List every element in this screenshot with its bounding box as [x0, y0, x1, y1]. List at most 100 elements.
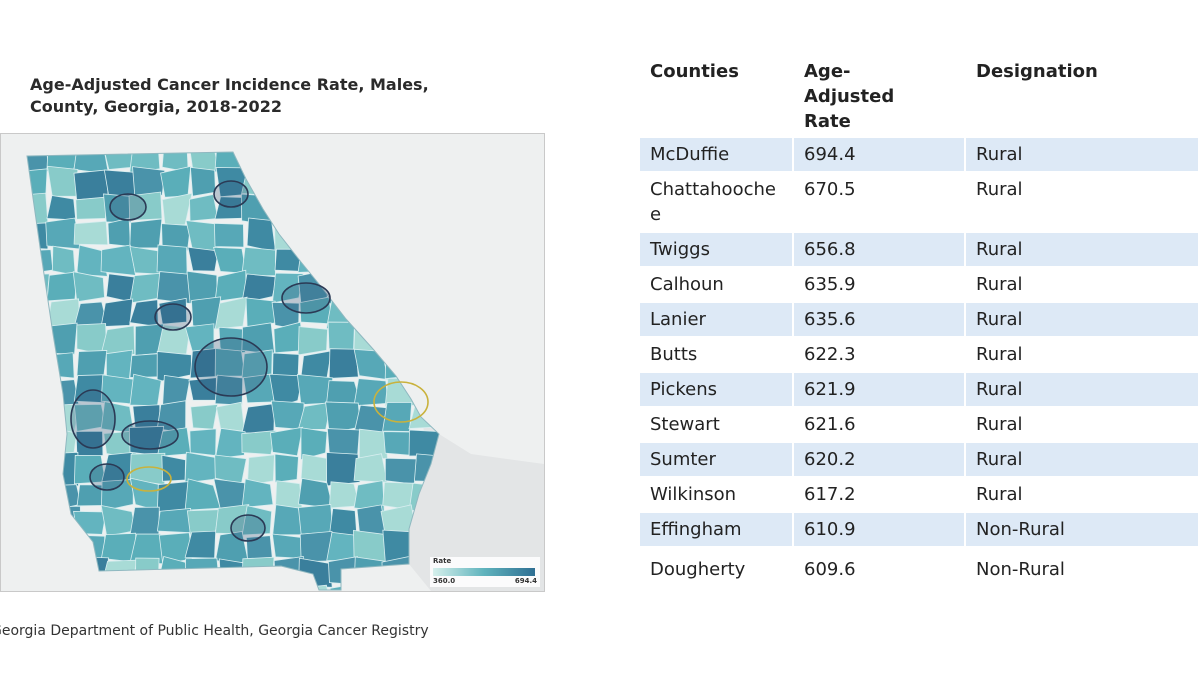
county-tile [213, 222, 245, 248]
table-header-row: Counties Age- Adjusted Rate Designation [640, 54, 1200, 136]
cell-rate: 656.8 [794, 231, 966, 266]
cell-designation: Rural [966, 476, 1200, 511]
county-tile [161, 192, 193, 226]
county-tile [161, 454, 186, 482]
cell-county: Chattahoochee [640, 171, 794, 231]
county-tile [353, 453, 388, 483]
cell-rate: 694.4 [794, 136, 966, 171]
county-tile [297, 504, 334, 535]
header-rate-line3: Rate [804, 111, 851, 132]
county-tile [274, 453, 299, 483]
county-tile [76, 350, 108, 377]
cell-designation: Rural [966, 266, 1200, 301]
county-tile [72, 271, 105, 303]
table-row: Effingham 610.9 Non-Rural [640, 511, 1200, 546]
cell-county: Lanier [640, 301, 794, 336]
county-tile [189, 166, 216, 197]
table-row: Wilkinson 617.2 Rural [640, 476, 1200, 511]
cell-rate: 635.9 [794, 266, 966, 301]
table-row: Twiggs 656.8 Rural [640, 231, 1200, 266]
table-row: Lanier 635.6 Rural [640, 301, 1200, 336]
cell-county: Calhoun [640, 266, 794, 301]
cell-designation: Rural [966, 406, 1200, 441]
georgia-choropleth-map: Rate 360.0 694.4 [0, 133, 545, 592]
county-tile [241, 273, 278, 304]
highlight-circle [154, 303, 192, 331]
county-tile [215, 401, 246, 432]
cell-designation: Rural [966, 336, 1200, 371]
table-row: Stewart 621.6 Rural [640, 406, 1200, 441]
county-tile [246, 217, 277, 253]
county-tile [384, 457, 418, 485]
highlight-circle [109, 193, 147, 221]
county-tile [246, 454, 275, 486]
cell-rate: 621.9 [794, 371, 966, 406]
cell-rate: 622.3 [794, 336, 966, 371]
county-tile [190, 404, 219, 430]
table-row: Butts 622.3 Rural [640, 336, 1200, 371]
county-tile [272, 352, 300, 379]
ocean-area [409, 417, 544, 591]
county-tile [326, 428, 360, 457]
header-counties: Counties [640, 54, 794, 136]
county-tile [270, 426, 304, 457]
county-tile [156, 324, 191, 355]
county-tile [358, 428, 388, 460]
county-tile [187, 246, 219, 272]
table-row: Dougherty 609.6 Non-Rural [640, 546, 1200, 588]
county-tile [326, 452, 361, 487]
county-tile [328, 508, 358, 536]
cell-county: Twiggs [640, 231, 794, 266]
county-tile [300, 427, 328, 461]
county-tile [271, 533, 305, 559]
highlight-circle [281, 282, 331, 314]
county-tile [75, 430, 104, 460]
map-legend: Rate 360.0 694.4 [430, 557, 540, 587]
cell-designation: Rural [966, 371, 1200, 406]
map-canvas [1, 134, 544, 591]
cell-county: Pickens [640, 371, 794, 406]
header-rate-line2: Adjusted [804, 86, 895, 107]
county-tile [73, 169, 109, 201]
county-tile [132, 166, 166, 199]
county-tile [156, 271, 193, 305]
cell-designation: Rural [966, 136, 1200, 171]
cell-county: Wilkinson [640, 476, 794, 511]
county-tile [241, 430, 277, 455]
highlight-circle [230, 514, 266, 542]
county-tile [129, 353, 161, 378]
cell-rate: 610.9 [794, 511, 966, 546]
county-tile [241, 246, 276, 277]
county-tile [297, 401, 332, 430]
map-title: Age-Adjusted Cancer Incidence Rate, Male… [30, 74, 550, 118]
cell-designation: Non-Rural [966, 546, 1200, 588]
table-row: Pickens 621.9 Rural [640, 371, 1200, 406]
table-row: McDuffie 694.4 Rural [640, 136, 1200, 171]
source-citation: Georgia Department of Public Health, Geo… [0, 623, 429, 639]
legend-min: 360.0 [433, 577, 456, 585]
cell-rate: 670.5 [794, 171, 966, 231]
highlight-circle [70, 389, 116, 449]
georgia-outline [26, 151, 440, 591]
county-tile [299, 530, 333, 563]
county-tile [46, 271, 78, 302]
highlight-circle [121, 420, 179, 450]
highlight-circle [373, 381, 429, 423]
county-tile [241, 478, 274, 508]
cell-designation: Rural [966, 441, 1200, 476]
county-tile [161, 223, 191, 252]
legend-max: 694.4 [514, 577, 537, 585]
map-title-line1: Age-Adjusted Cancer Incidence Rate, Male… [30, 75, 429, 94]
cell-county: Stewart [640, 406, 794, 441]
highlight-circle [194, 337, 268, 397]
legend-color-ramp [433, 568, 535, 576]
cell-rate: 609.6 [794, 546, 966, 588]
county-tile [73, 220, 109, 246]
cell-designation: Rural [966, 301, 1200, 336]
county-tile [100, 298, 134, 328]
county-tile [76, 244, 108, 277]
county-rate-table: Counties Age- Adjusted Rate Designation … [640, 54, 1200, 588]
county-tile [297, 326, 328, 356]
county-tile [129, 506, 160, 536]
cell-rate: 635.6 [794, 301, 966, 336]
